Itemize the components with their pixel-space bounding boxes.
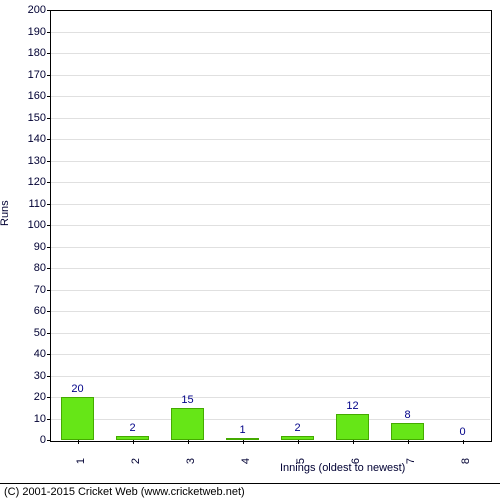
y-axis-title: Runs (0, 200, 11, 226)
y-tick-label: 190 (28, 26, 46, 38)
y-tick-label: 120 (28, 176, 46, 188)
x-tick-label: 1 (75, 458, 87, 464)
bar-value-label: 1 (239, 424, 245, 436)
y-tick-label: 10 (34, 413, 46, 425)
y-tick-label: 20 (34, 391, 46, 403)
bar (391, 423, 424, 440)
y-tick-label: 200 (28, 4, 46, 16)
bar-value-label: 15 (181, 394, 193, 406)
y-tick-label: 0 (40, 434, 46, 446)
y-tick-label: 70 (34, 284, 46, 296)
x-tick-label: 7 (405, 458, 417, 464)
y-tick-label: 100 (28, 219, 46, 231)
x-tick-label: 5 (295, 458, 307, 464)
y-tick-label: 80 (34, 262, 46, 274)
y-tick-label: 150 (28, 112, 46, 124)
bar-value-label: 2 (294, 422, 300, 434)
y-tick-label: 110 (28, 198, 46, 210)
y-tick-label: 60 (34, 305, 46, 317)
y-tick-label: 90 (34, 241, 46, 253)
x-tick-label: 8 (460, 458, 472, 464)
y-tick-label: 180 (28, 47, 46, 59)
y-tick-label: 170 (28, 69, 46, 81)
bar-value-label: 12 (346, 400, 358, 412)
copyright-text: (C) 2001-2015 Cricket Web (www.cricketwe… (0, 483, 500, 500)
y-tick-label: 140 (28, 133, 46, 145)
bar (61, 397, 94, 440)
bar-value-label: 2 (129, 422, 135, 434)
bar-value-label: 20 (71, 383, 83, 395)
bar-value-label: 8 (404, 409, 410, 421)
bar-value-label: 0 (459, 426, 465, 438)
y-tick-label: 160 (28, 90, 46, 102)
x-tick-label: 2 (130, 458, 142, 464)
chart-container: Runs Innings (oldest to newest) 01020304… (0, 0, 500, 500)
bar (281, 436, 314, 440)
y-tick-label: 50 (34, 327, 46, 339)
y-tick-label: 40 (34, 348, 46, 360)
bar (171, 408, 204, 440)
y-tick-label: 30 (34, 370, 46, 382)
bar (226, 438, 259, 440)
x-tick-label: 6 (350, 458, 362, 464)
bar (336, 414, 369, 440)
x-tick-label: 3 (185, 458, 197, 464)
y-tick-label: 130 (28, 155, 46, 167)
bar (116, 436, 149, 440)
x-tick-label: 4 (240, 458, 252, 464)
